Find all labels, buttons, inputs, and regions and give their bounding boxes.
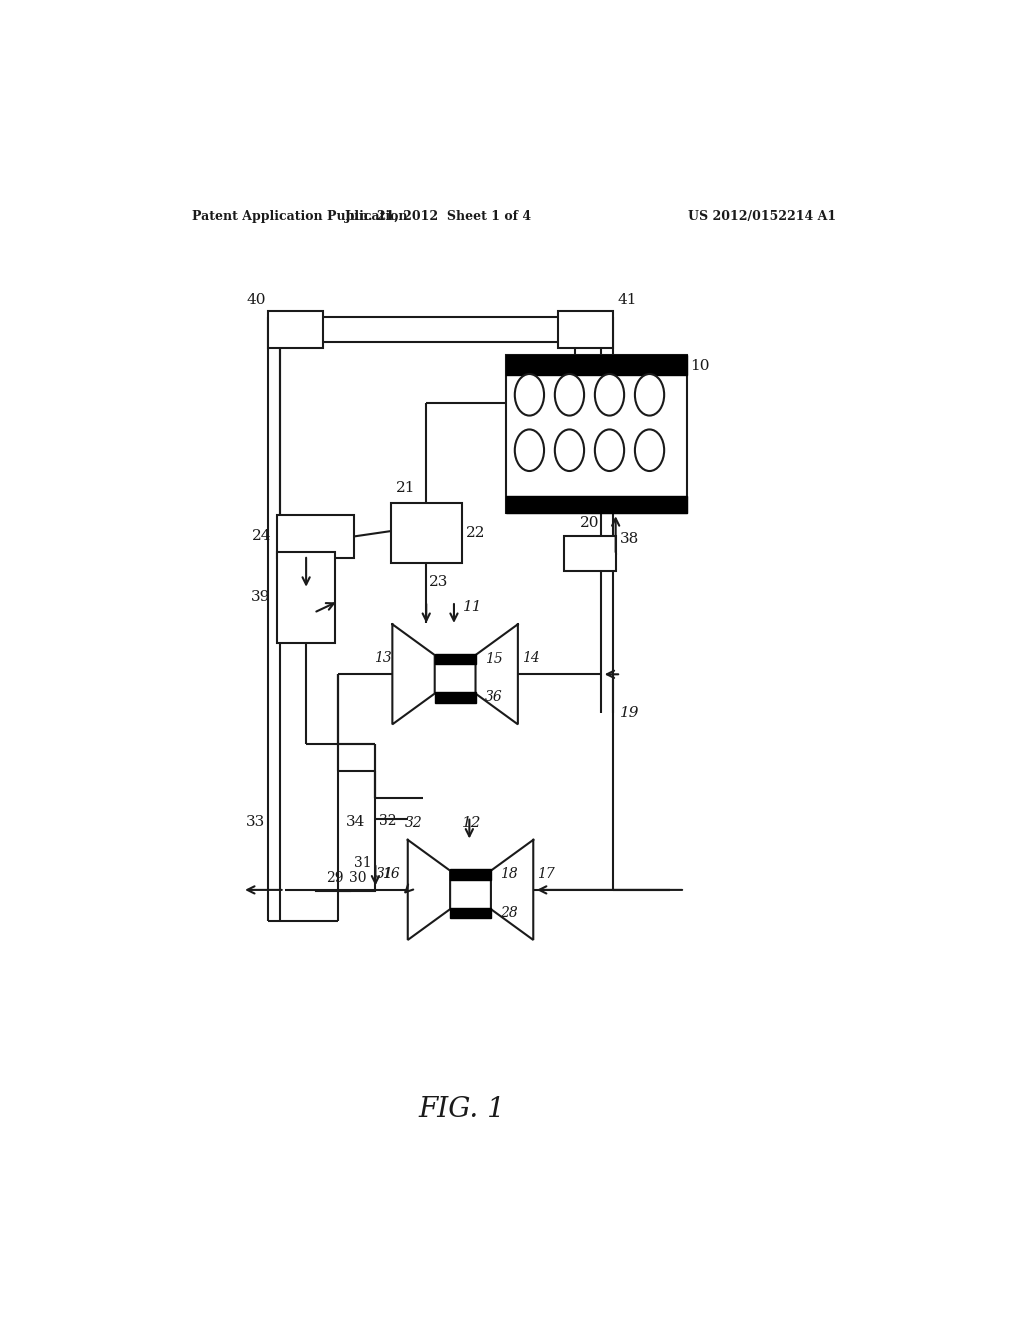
Text: 19: 19: [620, 706, 639, 719]
Text: US 2012/0152214 A1: US 2012/0152214 A1: [688, 210, 836, 223]
Text: 33: 33: [246, 816, 265, 829]
Text: 28: 28: [500, 906, 518, 920]
Text: 24: 24: [252, 529, 271, 544]
Text: 10: 10: [690, 359, 710, 372]
Ellipse shape: [555, 374, 584, 416]
Text: 23: 23: [429, 576, 449, 589]
Bar: [558, 312, 613, 348]
Text: 31: 31: [354, 855, 372, 870]
Text: 32: 32: [404, 816, 423, 830]
Bar: [391, 503, 462, 564]
Bar: [506, 355, 686, 512]
Bar: [506, 355, 686, 375]
Text: 32: 32: [379, 813, 396, 828]
Text: 16: 16: [382, 867, 399, 880]
Bar: [435, 653, 475, 664]
Text: 12: 12: [462, 816, 481, 830]
Text: Jun. 21, 2012  Sheet 1 of 4: Jun. 21, 2012 Sheet 1 of 4: [345, 210, 532, 223]
Text: 39: 39: [251, 590, 270, 605]
Text: 13: 13: [374, 651, 391, 665]
Text: 34: 34: [346, 816, 366, 829]
Ellipse shape: [515, 429, 544, 471]
Bar: [506, 496, 686, 512]
Bar: [451, 869, 490, 880]
Bar: [276, 515, 354, 558]
Ellipse shape: [635, 429, 665, 471]
Text: 41: 41: [617, 293, 637, 308]
Text: 20: 20: [580, 516, 599, 531]
Ellipse shape: [595, 429, 625, 471]
Bar: [451, 908, 490, 919]
Bar: [276, 552, 336, 643]
Ellipse shape: [635, 374, 665, 416]
Text: 30: 30: [349, 870, 367, 884]
Bar: [435, 692, 475, 702]
Text: 38: 38: [620, 532, 639, 545]
Bar: [564, 536, 615, 572]
Text: 14: 14: [521, 651, 540, 665]
Text: 11: 11: [463, 601, 482, 614]
Text: 29: 29: [326, 870, 343, 884]
Text: 21: 21: [395, 480, 415, 495]
Text: 36: 36: [484, 690, 503, 705]
Text: 40: 40: [246, 293, 265, 308]
Text: 17: 17: [538, 867, 555, 880]
Ellipse shape: [595, 374, 625, 416]
Text: 31: 31: [376, 867, 393, 880]
Text: FIG. 1: FIG. 1: [418, 1096, 505, 1123]
Ellipse shape: [555, 429, 584, 471]
Text: 15: 15: [484, 652, 503, 665]
Bar: [267, 312, 323, 348]
Text: 22: 22: [466, 525, 485, 540]
Text: 18: 18: [500, 867, 518, 882]
Ellipse shape: [515, 374, 544, 416]
Text: Patent Application Publication: Patent Application Publication: [193, 210, 408, 223]
